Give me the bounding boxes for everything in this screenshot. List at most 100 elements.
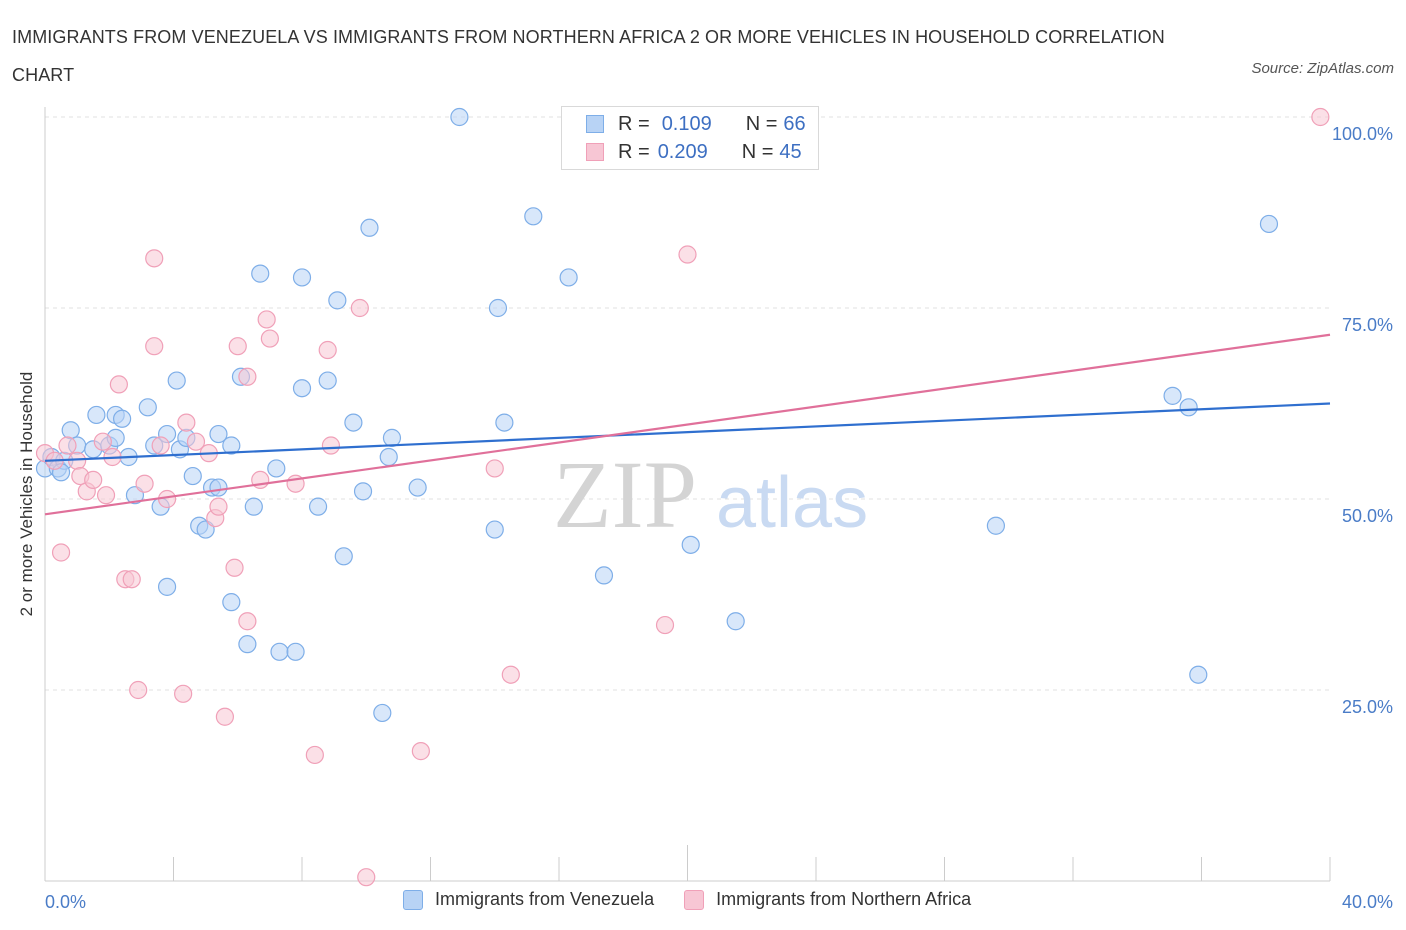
data-point <box>353 482 373 501</box>
data-point <box>109 375 128 394</box>
data-point <box>408 478 427 497</box>
data-point <box>177 413 196 432</box>
data-point <box>84 470 103 489</box>
legend-r-label: R = <box>618 112 650 135</box>
legend-label-northern-africa: Immigrants from Northern Africa <box>716 889 972 909</box>
data-point <box>228 337 247 356</box>
data-point <box>681 535 700 554</box>
source-label: Source: ZipAtlas.com <box>1251 60 1394 77</box>
data-point <box>373 703 392 723</box>
data-point <box>260 329 279 348</box>
data-point <box>93 432 112 451</box>
legend-item-northern-africa[interactable]: Immigrants from Northern Africa <box>684 889 971 910</box>
data-point <box>209 478 228 497</box>
data-point <box>209 497 228 516</box>
data-point <box>726 612 745 631</box>
data-point <box>270 642 289 661</box>
data-point <box>350 298 369 318</box>
legend-swatch-northern-africa <box>586 143 604 161</box>
data-point <box>183 466 202 486</box>
stats-legend: R = 0.109 N = 66 R = 0.209 N = 45 <box>561 106 819 170</box>
data-point <box>986 516 1006 535</box>
data-point <box>292 268 312 287</box>
data-point <box>145 337 164 356</box>
data-point <box>488 298 508 318</box>
data-point <box>257 310 276 329</box>
data-point <box>58 436 77 455</box>
x-tick-label: 40.0% <box>1342 892 1393 912</box>
data-point <box>244 497 263 516</box>
data-point <box>151 436 170 455</box>
data-point <box>357 868 376 887</box>
data-point <box>655 615 675 635</box>
data-point <box>678 245 697 264</box>
data-point <box>167 371 186 390</box>
data-point <box>51 543 71 562</box>
y-axis-label: 2 or more Vehicles in Household <box>17 372 36 617</box>
legend-r-value: 0.109 <box>661 112 712 135</box>
legend-r-value: 0.209 <box>657 140 708 163</box>
legend-label-venezuela: Immigrants from Venezuela <box>435 889 655 909</box>
data-point <box>344 413 363 432</box>
trend-line <box>44 333 1331 516</box>
data-point <box>68 451 87 470</box>
data-point <box>129 680 148 700</box>
legend-item-venezuela[interactable]: Immigrants from Venezuela <box>403 889 654 910</box>
legend-swatch-venezuela <box>403 889 423 910</box>
data-point <box>1179 398 1198 417</box>
data-point <box>360 218 379 237</box>
data-point <box>222 593 241 612</box>
data-point <box>112 409 132 428</box>
axes <box>44 107 1331 882</box>
data-point <box>238 635 257 654</box>
data-point <box>1259 214 1279 234</box>
data-points <box>35 107 1330 887</box>
data-point <box>96 486 116 505</box>
data-point <box>334 547 353 566</box>
data-point <box>225 558 244 577</box>
data-point <box>318 340 337 360</box>
data-point <box>138 398 157 417</box>
y-tick-label: 100.0% <box>1332 124 1393 144</box>
data-point <box>267 459 286 478</box>
data-point <box>286 642 305 661</box>
data-point <box>145 249 164 268</box>
data-point <box>1189 665 1208 684</box>
trend-lines <box>44 333 1331 516</box>
y-tick-label: 25.0% <box>1342 697 1393 717</box>
data-point <box>559 268 578 287</box>
data-point <box>251 264 270 283</box>
legend-row-northern-africa: R = 0.209 N = 45 <box>586 139 802 165</box>
legend-n-value: 66 <box>783 112 806 135</box>
legend-n-label: N = <box>745 112 778 135</box>
data-point <box>328 291 347 310</box>
data-point <box>1311 107 1330 127</box>
data-point <box>379 447 398 467</box>
data-point <box>501 665 520 684</box>
data-point <box>222 436 241 455</box>
legend-n-label: N = <box>741 140 774 163</box>
data-point <box>450 107 469 127</box>
data-point <box>308 497 328 516</box>
data-point <box>495 413 514 432</box>
y-tick-label: 50.0% <box>1342 506 1393 526</box>
x-tick-label: 0.0% <box>45 892 86 912</box>
data-point <box>1163 386 1182 405</box>
data-point <box>485 520 504 539</box>
data-point <box>382 428 402 447</box>
data-point <box>186 432 206 451</box>
data-point <box>61 421 80 440</box>
series-legend: Immigrants from Venezuela Immigrants fro… <box>403 889 1001 910</box>
tick-labels: 100.0% 75.0% 50.0% 25.0% 0.0% 40.0% <box>45 124 1393 912</box>
legend-r-label: R = <box>618 140 650 163</box>
data-point <box>321 436 341 455</box>
legend-swatch-venezuela <box>586 115 604 133</box>
legend-n-value: 45 <box>779 140 802 163</box>
data-point <box>485 459 504 478</box>
chart-title: IMMIGRANTS FROM VENEZUELA VS IMMIGRANTS … <box>12 27 1165 85</box>
legend-row-venezuela: R = 0.109 N = 66 <box>586 111 806 137</box>
y-tick-label: 75.0% <box>1342 315 1393 335</box>
data-point <box>157 577 177 596</box>
data-point <box>318 371 337 390</box>
data-point <box>215 707 234 726</box>
